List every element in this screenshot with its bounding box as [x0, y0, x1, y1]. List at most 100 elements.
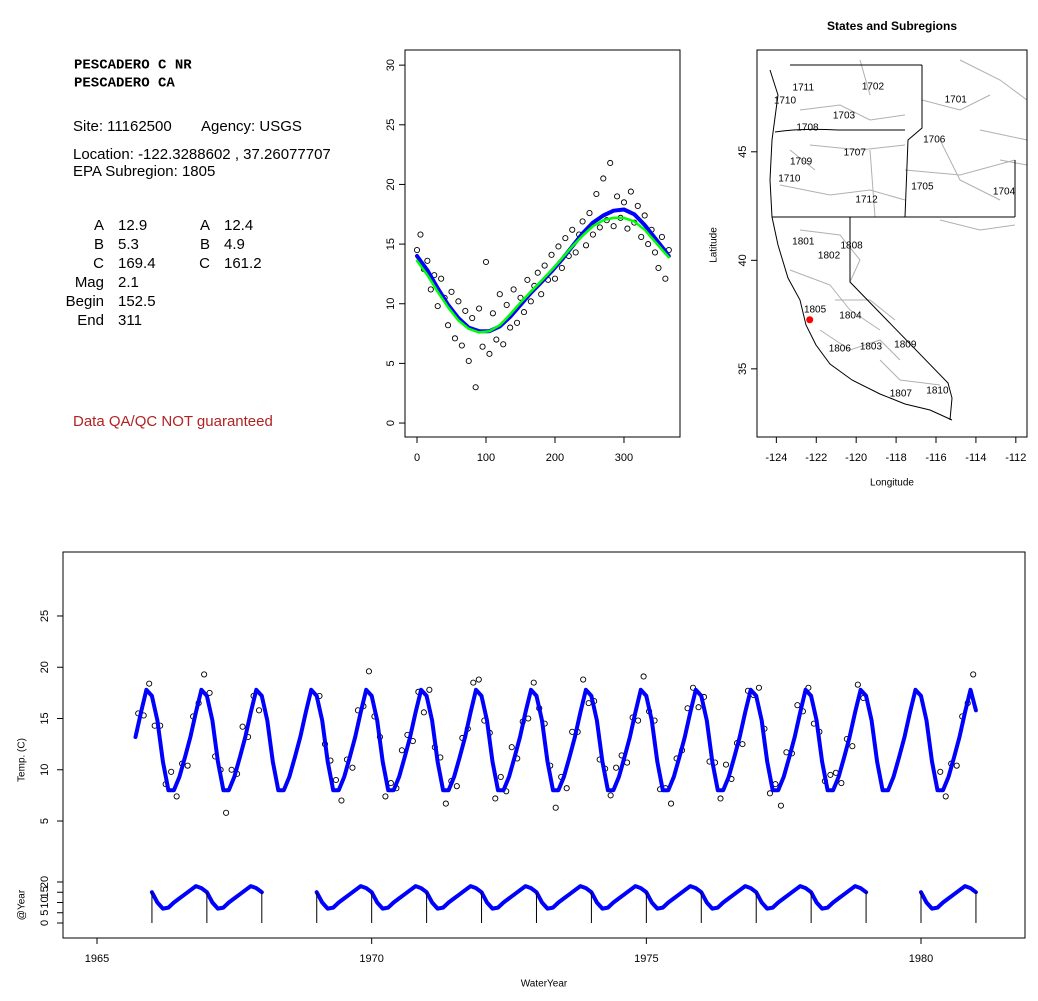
x-tick-label: 1980 [909, 953, 933, 965]
param-value: 12.4 [224, 217, 253, 234]
y-tick-label: 15 [39, 886, 51, 898]
data-point [427, 286, 434, 293]
data-point [596, 224, 603, 231]
x-tick-label: -120 [845, 452, 867, 464]
data-point [530, 679, 537, 686]
region-label: 1805 [804, 304, 827, 315]
agency: Agency: USGS [201, 118, 302, 135]
x-tick-label: 0 [414, 452, 420, 464]
subregion: EPA Subregion: 1805 [73, 163, 215, 180]
y-tick-label: 10 [39, 896, 51, 908]
data-point [658, 233, 665, 240]
region-label: 1808 [840, 240, 863, 251]
param-value: 161.2 [224, 255, 262, 272]
data-point [508, 744, 515, 751]
data-point [349, 764, 356, 771]
data-point [607, 792, 614, 799]
region-label: 1810 [926, 385, 949, 396]
data-point [538, 291, 545, 298]
data-point [451, 335, 458, 342]
data-point [479, 343, 486, 350]
data-point [562, 235, 569, 242]
data-point [722, 761, 730, 768]
fit-line [149, 884, 978, 911]
y-tick-label: 40 [737, 254, 749, 266]
region-label: 1706 [923, 134, 946, 145]
qa-note: Data QA/QC NOT guaranteed [73, 413, 273, 430]
y-tick-label: 20 [39, 661, 51, 673]
region-label: 1711 [793, 82, 815, 93]
data-point [382, 793, 389, 800]
x-tick-label: 1975 [634, 953, 658, 965]
data-point [455, 298, 462, 305]
y-tick-label: 5 [39, 818, 51, 824]
data-point [717, 795, 724, 802]
y-tick-label: 30 [385, 59, 397, 71]
data-point [589, 231, 596, 238]
data-point [424, 257, 431, 264]
data-point [766, 790, 773, 797]
data-point [173, 793, 180, 800]
map-outlines [769, 59, 1027, 421]
chart-title: States and Subregions [827, 19, 957, 33]
data-point [854, 681, 861, 688]
data-point [201, 671, 208, 678]
data-point [453, 783, 460, 790]
data-point [527, 298, 534, 305]
plot-frame [62, 551, 1026, 939]
data-point [580, 676, 587, 683]
fit-line [415, 207, 671, 334]
data-point [465, 357, 472, 365]
data-point [638, 233, 645, 240]
data-point [500, 341, 507, 348]
data-point [442, 800, 449, 807]
region-label: 1801 [792, 237, 815, 248]
data-point [398, 747, 405, 754]
data-point [614, 193, 621, 200]
y-tick-label: 10 [39, 764, 51, 776]
param-value: 5.3 [118, 236, 139, 253]
y-tick-label: 25 [39, 610, 51, 622]
data-point [223, 809, 230, 816]
param-value: 12.9 [118, 217, 147, 234]
data-point [613, 764, 620, 771]
region-label: 1708 [796, 123, 819, 134]
param-value: 152.5 [118, 293, 156, 310]
y-tick-label: 20 [39, 876, 51, 888]
y-tick-label: 15 [385, 238, 397, 250]
data-point [338, 797, 345, 804]
data-point [569, 226, 576, 233]
data-point [635, 717, 642, 724]
data-point [651, 249, 659, 256]
data-point [541, 262, 548, 269]
data-point [695, 704, 702, 711]
data-point [486, 350, 493, 357]
data-point [489, 310, 496, 317]
region-label: 1704 [993, 186, 1016, 197]
data-point [524, 276, 531, 283]
region-label: 1803 [860, 342, 883, 353]
data-point [777, 802, 784, 809]
data-point [645, 241, 652, 248]
param-label: B [94, 236, 104, 253]
data-point [551, 275, 559, 282]
data-point [458, 342, 465, 349]
x-tick-label: -118 [885, 452, 906, 464]
data-point [184, 762, 191, 769]
data-point [655, 264, 662, 272]
region-label: 1806 [829, 344, 852, 355]
fit-line [133, 687, 978, 793]
data-point [438, 275, 445, 282]
site-marker [806, 316, 814, 324]
data-point [365, 668, 372, 675]
data-point [849, 743, 856, 750]
data-point [640, 673, 647, 680]
y-tick-label: 35 [737, 363, 749, 375]
x-tick-label: 300 [615, 452, 633, 464]
data-point [470, 679, 477, 686]
data-point [689, 684, 697, 691]
region-label: 1712 [855, 194, 878, 205]
data-point [552, 804, 559, 811]
param-value: 2.1 [118, 274, 139, 291]
